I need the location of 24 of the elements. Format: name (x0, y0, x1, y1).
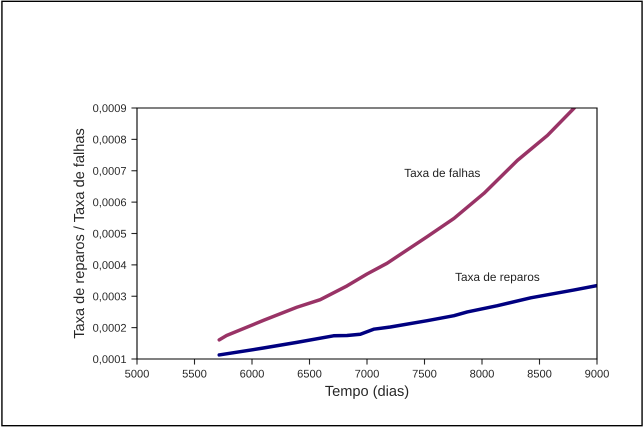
y-axis-title: Taxa de reparos / Taxa de falhas (73, 128, 88, 338)
y-tick-label: 0,0003 (93, 292, 126, 302)
line-series (217, 284, 597, 357)
y-tick-label: 0,0005 (93, 230, 126, 239)
y-tick-label: 0,0004 (93, 261, 126, 270)
x-tick-label: 6500 (298, 370, 322, 378)
y-tick-label: 0,0008 (93, 136, 126, 145)
x-tick-label: 7000 (355, 370, 379, 378)
y-tick-label: 0,0009 (93, 104, 126, 114)
x-tick-label: 8000 (470, 370, 494, 378)
x-axis-title: Tempo (dias) (325, 385, 408, 399)
x-tick-label: 8500 (528, 370, 552, 378)
y-tick-label: 0,0007 (93, 167, 126, 176)
x-tick-label: 6000 (240, 370, 264, 378)
y-tick-label: 0,0002 (93, 324, 126, 334)
series-label: Taxa de reparos (455, 272, 540, 284)
y-tick-label: 0,0006 (93, 198, 126, 208)
series-label: Taxa de falhas (404, 168, 480, 178)
x-tick-label: 5000 (125, 370, 149, 378)
x-tick-label: 7500 (412, 370, 436, 378)
line-series (217, 108, 576, 342)
y-tick-label: 0,0001 (93, 355, 126, 364)
x-tick-label: 9000 (585, 370, 609, 378)
x-tick-label: 5500 (182, 370, 206, 378)
